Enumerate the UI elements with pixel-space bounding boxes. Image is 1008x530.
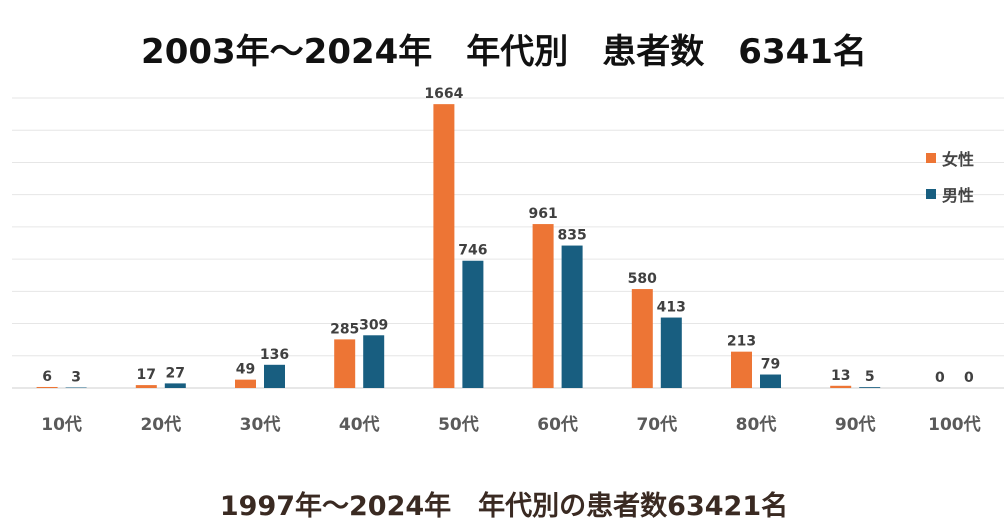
x-tick-labels: 10代 20代 30代 40代 50代 60代 70代 80代 90代 100代 <box>41 414 980 435</box>
data-label: 6 <box>42 369 52 385</box>
legend-item-female: 女性 <box>926 147 974 169</box>
bar-male-2 <box>164 383 186 388</box>
data-label: 13 <box>831 368 850 384</box>
data-label: 5 <box>865 369 875 385</box>
bar-female-1 <box>36 386 58 388</box>
x-tick-label: 10代 <box>41 414 82 435</box>
data-label: 285 <box>330 321 359 337</box>
data-label: 309 <box>359 317 388 333</box>
data-label: 1664 <box>424 86 463 102</box>
bar-male-3 <box>264 364 285 388</box>
data-label: 3 <box>71 369 81 385</box>
x-tick-label: 90代 <box>835 414 876 435</box>
data-label: 0 <box>964 370 974 386</box>
bar-male-6 <box>561 245 583 388</box>
bar-male-1 <box>65 387 87 388</box>
data-label: 17 <box>137 367 156 383</box>
data-label: 213 <box>727 334 756 350</box>
x-tick-label: 50代 <box>438 414 479 435</box>
bar-female-4 <box>334 339 356 388</box>
bar-male-4 <box>363 335 385 388</box>
bar-female-7 <box>631 289 653 388</box>
chart-title: 2003年～2024年 年代別 患者数 6341名 <box>141 32 867 72</box>
bar-female-3 <box>235 379 256 388</box>
x-tick-label: 40代 <box>339 414 380 435</box>
legend-label-male: 男性 <box>942 186 975 205</box>
bar-female-9 <box>830 385 852 388</box>
legend-label-female: 女性 <box>942 150 975 169</box>
data-label: 413 <box>657 300 686 316</box>
bar-female-6 <box>532 224 554 388</box>
x-tick-label: 100代 <box>928 414 981 435</box>
data-label: 79 <box>761 357 780 373</box>
bar-female-8 <box>731 351 752 388</box>
data-label: 580 <box>628 271 657 287</box>
x-tick-label: 30代 <box>240 414 281 435</box>
data-label: 835 <box>557 228 586 244</box>
caption: 1997年～2024年 年代別の患者数63421名 <box>219 491 789 522</box>
gridlines <box>12 97 1004 389</box>
data-label: 136 <box>260 347 289 363</box>
legend-item-male: 男性 <box>926 183 974 205</box>
legend-swatch-female <box>926 153 936 163</box>
x-tick-label: 80代 <box>736 414 777 435</box>
x-tick-label: 20代 <box>140 414 181 435</box>
bar-male-9 <box>859 387 881 388</box>
bars <box>36 104 881 388</box>
bar-male-8 <box>760 374 781 388</box>
bar-male-7 <box>660 317 682 388</box>
data-label: 746 <box>458 243 487 259</box>
data-label: 49 <box>236 362 255 378</box>
x-tick-label: 70代 <box>636 414 677 435</box>
data-label: 961 <box>528 206 557 222</box>
bar-male-5 <box>462 260 484 388</box>
data-label: 27 <box>166 365 185 381</box>
x-tick-label: 60代 <box>537 414 578 435</box>
bar-female-5 <box>433 104 455 388</box>
legend-swatch-male <box>926 189 936 199</box>
data-label: 0 <box>935 370 945 386</box>
bar-female-2 <box>135 385 157 388</box>
